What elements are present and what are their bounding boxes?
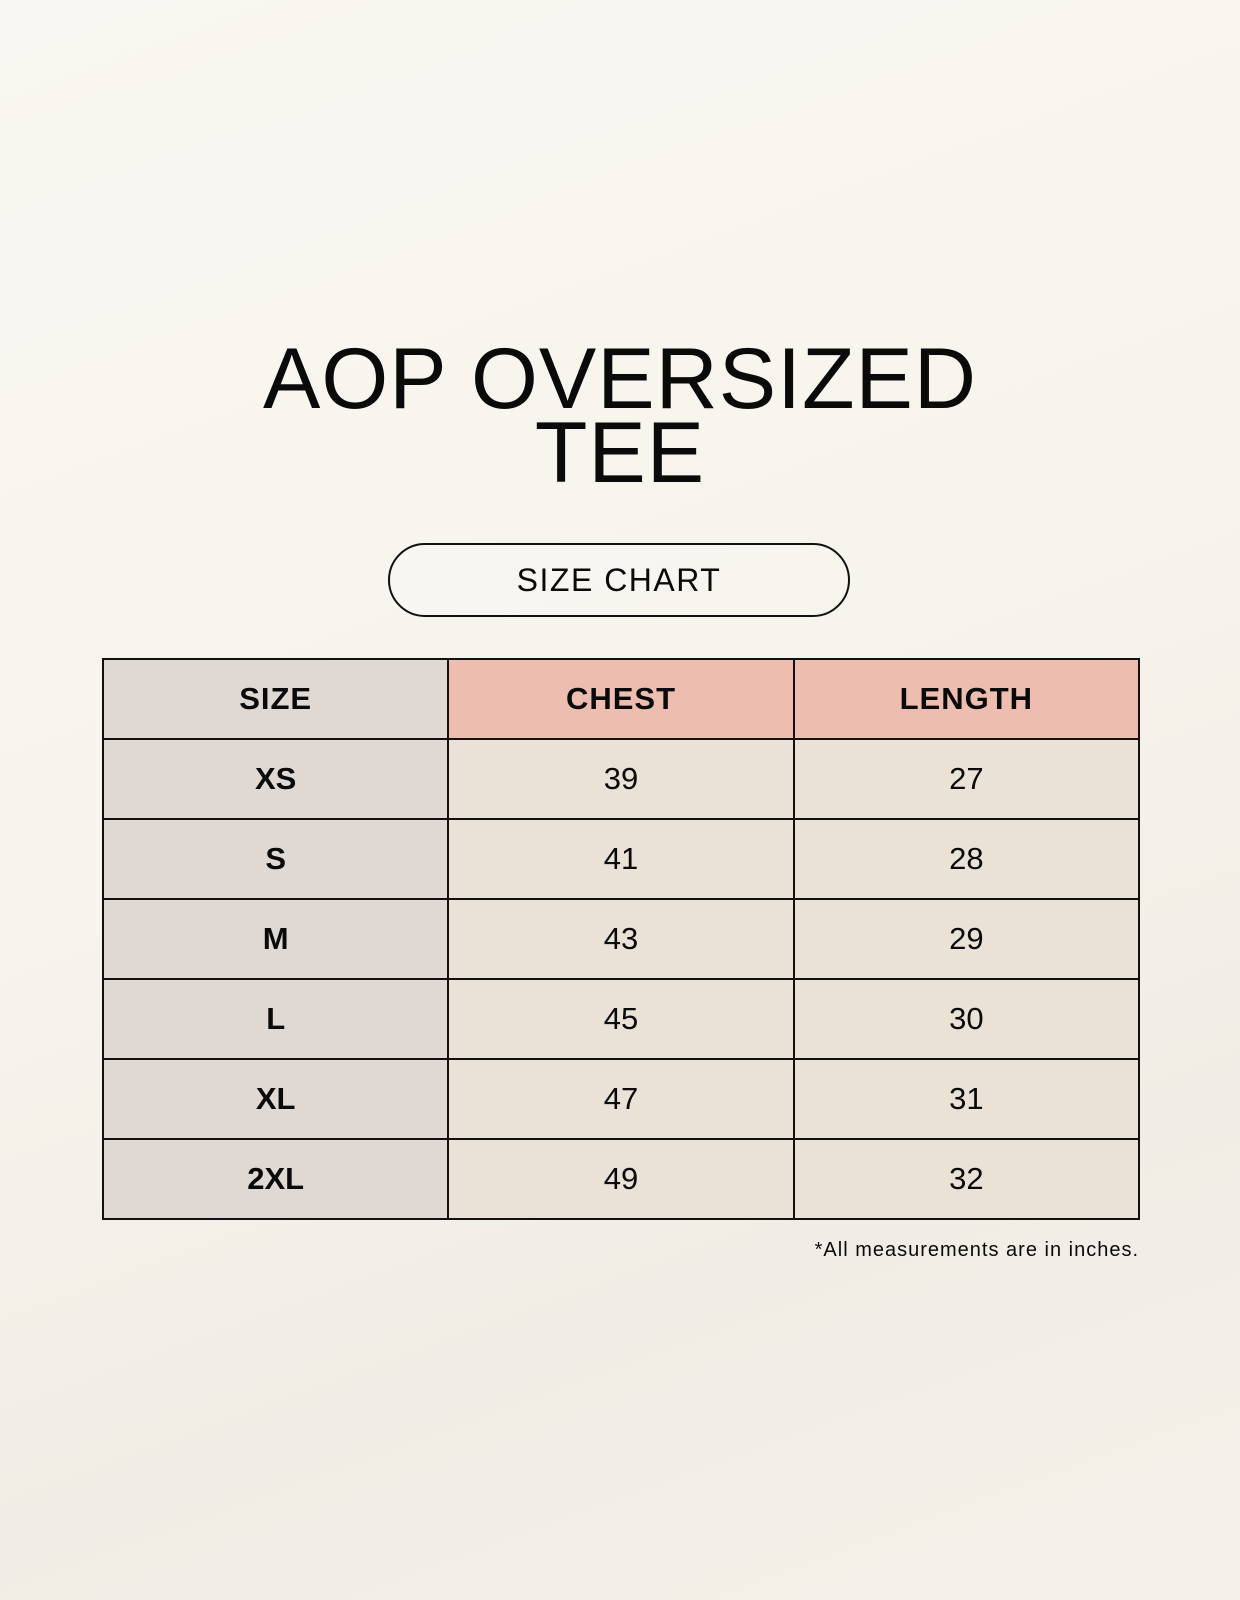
chest-cell: 49 <box>447 1138 795 1220</box>
chest-cell: 45 <box>447 978 795 1060</box>
size-cell: L <box>101 978 450 1060</box>
length-cell: 30 <box>792 978 1141 1060</box>
header-chest: CHEST <box>447 658 795 740</box>
length-cell: 28 <box>792 818 1141 900</box>
table-row: S 41 28 <box>101 818 1141 900</box>
header-length: LENGTH <box>792 658 1141 740</box>
size-cell: XS <box>101 738 450 820</box>
size-cell: 2XL <box>101 1138 450 1220</box>
length-cell: 32 <box>792 1138 1141 1220</box>
table-row: XS 39 27 <box>101 738 1141 820</box>
length-cell: 29 <box>792 898 1141 980</box>
length-cell: 31 <box>792 1058 1141 1140</box>
size-chart-badge: SIZE CHART <box>388 543 850 617</box>
header-size: SIZE <box>101 658 450 740</box>
title-line-2: TEE <box>534 405 706 501</box>
table-row: 2XL 49 32 <box>101 1138 1141 1220</box>
size-cell: XL <box>101 1058 450 1140</box>
size-table: SIZE CHEST LENGTH XS 39 27 S 41 28 M 43 29 L 45 30 X… <box>101 658 1141 1220</box>
table-row: L 45 30 <box>101 978 1141 1060</box>
table-header-row: SIZE CHEST LENGTH <box>101 658 1141 740</box>
table-row: XL 47 31 <box>101 1058 1141 1140</box>
page-title: AOP OVERSIZED TEE <box>0 331 1240 501</box>
size-cell: M <box>101 898 450 980</box>
chest-cell: 41 <box>447 818 795 900</box>
title-line-1: AOP OVERSIZED <box>263 331 977 427</box>
chest-cell: 39 <box>447 738 795 820</box>
chest-cell: 43 <box>447 898 795 980</box>
length-cell: 27 <box>792 738 1141 820</box>
footnote: *All measurements are in inches. <box>814 1239 1139 1261</box>
table-row: M 43 29 <box>101 898 1141 980</box>
size-cell: S <box>101 818 450 900</box>
chest-cell: 47 <box>447 1058 795 1140</box>
